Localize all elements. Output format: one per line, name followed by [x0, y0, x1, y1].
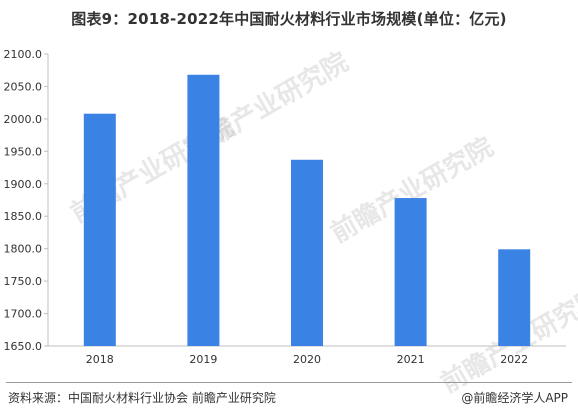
- y-tick-label: 2100.0: [4, 48, 43, 61]
- bar-chart: 1650.0 1700.0 1750.0 1800.0 1850.0 1900.0 1950…: [4, 48, 566, 366]
- y-tick-label: 1950.0: [4, 145, 43, 158]
- y-tick-label: 2000.0: [4, 113, 43, 126]
- x-tick-label: 2020: [293, 353, 321, 366]
- bar-2019: [187, 74, 220, 347]
- bar-2018: [83, 113, 116, 346]
- x-tick-label: 2018: [86, 353, 114, 366]
- y-tick-label: 1800.0: [4, 243, 43, 256]
- y-tick-label: 1700.0: [4, 308, 43, 321]
- x-tick-label: 2021: [397, 353, 425, 366]
- bar-2021: [394, 198, 427, 346]
- footer-divider: [6, 382, 572, 383]
- credit-note: @前瞻经济学人APP: [461, 391, 568, 405]
- y-tick-label: 1850.0: [4, 210, 43, 223]
- x-tick-label: 2022: [500, 353, 528, 366]
- y-tick-label: 1650.0: [4, 340, 43, 353]
- source-note: 资料来源：中国耐火材料行业协会 前瞻产业研究院: [8, 391, 276, 405]
- chart-title: 图表9：2018-2022年中国耐火材料行业市场规模(单位：亿元): [71, 10, 507, 28]
- y-tick-label: 1750.0: [4, 275, 43, 288]
- x-tick-label: 2019: [189, 353, 217, 366]
- y-tick-label: 1900.0: [4, 178, 43, 191]
- bar-2020: [291, 159, 323, 346]
- bar-2022: [498, 249, 531, 346]
- y-tick-label: 2050.0: [4, 80, 43, 93]
